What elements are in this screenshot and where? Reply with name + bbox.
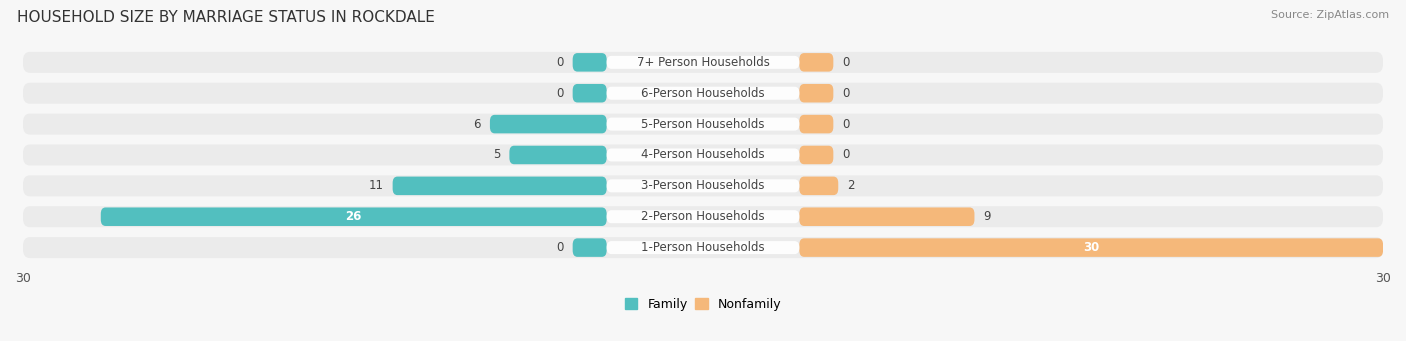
Text: 5-Person Households: 5-Person Households — [641, 118, 765, 131]
FancyBboxPatch shape — [509, 146, 606, 164]
Text: 0: 0 — [557, 241, 564, 254]
Text: 2: 2 — [848, 179, 855, 192]
FancyBboxPatch shape — [22, 114, 1384, 135]
Text: 0: 0 — [557, 87, 564, 100]
Text: 11: 11 — [368, 179, 384, 192]
Text: 2-Person Households: 2-Person Households — [641, 210, 765, 223]
FancyBboxPatch shape — [101, 207, 606, 226]
FancyBboxPatch shape — [606, 87, 800, 100]
Text: 5: 5 — [494, 148, 501, 162]
FancyBboxPatch shape — [22, 83, 1384, 104]
Text: 0: 0 — [842, 87, 849, 100]
FancyBboxPatch shape — [22, 237, 1384, 258]
Text: 9: 9 — [984, 210, 991, 223]
FancyBboxPatch shape — [606, 56, 800, 69]
Text: 0: 0 — [842, 56, 849, 69]
Text: 6: 6 — [474, 118, 481, 131]
FancyBboxPatch shape — [800, 115, 834, 133]
Text: 0: 0 — [842, 118, 849, 131]
Text: 3-Person Households: 3-Person Households — [641, 179, 765, 192]
Text: 4-Person Households: 4-Person Households — [641, 148, 765, 162]
FancyBboxPatch shape — [800, 146, 834, 164]
Text: 1-Person Households: 1-Person Households — [641, 241, 765, 254]
FancyBboxPatch shape — [22, 52, 1384, 73]
FancyBboxPatch shape — [800, 84, 834, 103]
Text: 6-Person Households: 6-Person Households — [641, 87, 765, 100]
Text: 0: 0 — [557, 56, 564, 69]
FancyBboxPatch shape — [572, 53, 606, 72]
Text: 26: 26 — [346, 210, 361, 223]
Legend: Family, Nonfamily: Family, Nonfamily — [624, 298, 782, 311]
FancyBboxPatch shape — [800, 53, 834, 72]
FancyBboxPatch shape — [606, 179, 800, 192]
Text: Source: ZipAtlas.com: Source: ZipAtlas.com — [1271, 10, 1389, 20]
FancyBboxPatch shape — [606, 210, 800, 223]
FancyBboxPatch shape — [572, 84, 606, 103]
FancyBboxPatch shape — [800, 238, 1384, 257]
FancyBboxPatch shape — [606, 148, 800, 161]
FancyBboxPatch shape — [572, 238, 606, 257]
FancyBboxPatch shape — [800, 177, 838, 195]
Text: 0: 0 — [842, 148, 849, 162]
FancyBboxPatch shape — [606, 118, 800, 131]
FancyBboxPatch shape — [22, 145, 1384, 165]
FancyBboxPatch shape — [489, 115, 606, 133]
FancyBboxPatch shape — [22, 206, 1384, 227]
FancyBboxPatch shape — [392, 177, 606, 195]
Text: HOUSEHOLD SIZE BY MARRIAGE STATUS IN ROCKDALE: HOUSEHOLD SIZE BY MARRIAGE STATUS IN ROC… — [17, 10, 434, 25]
FancyBboxPatch shape — [800, 207, 974, 226]
FancyBboxPatch shape — [606, 241, 800, 254]
Text: 7+ Person Households: 7+ Person Households — [637, 56, 769, 69]
FancyBboxPatch shape — [22, 175, 1384, 196]
Text: 30: 30 — [1083, 241, 1099, 254]
